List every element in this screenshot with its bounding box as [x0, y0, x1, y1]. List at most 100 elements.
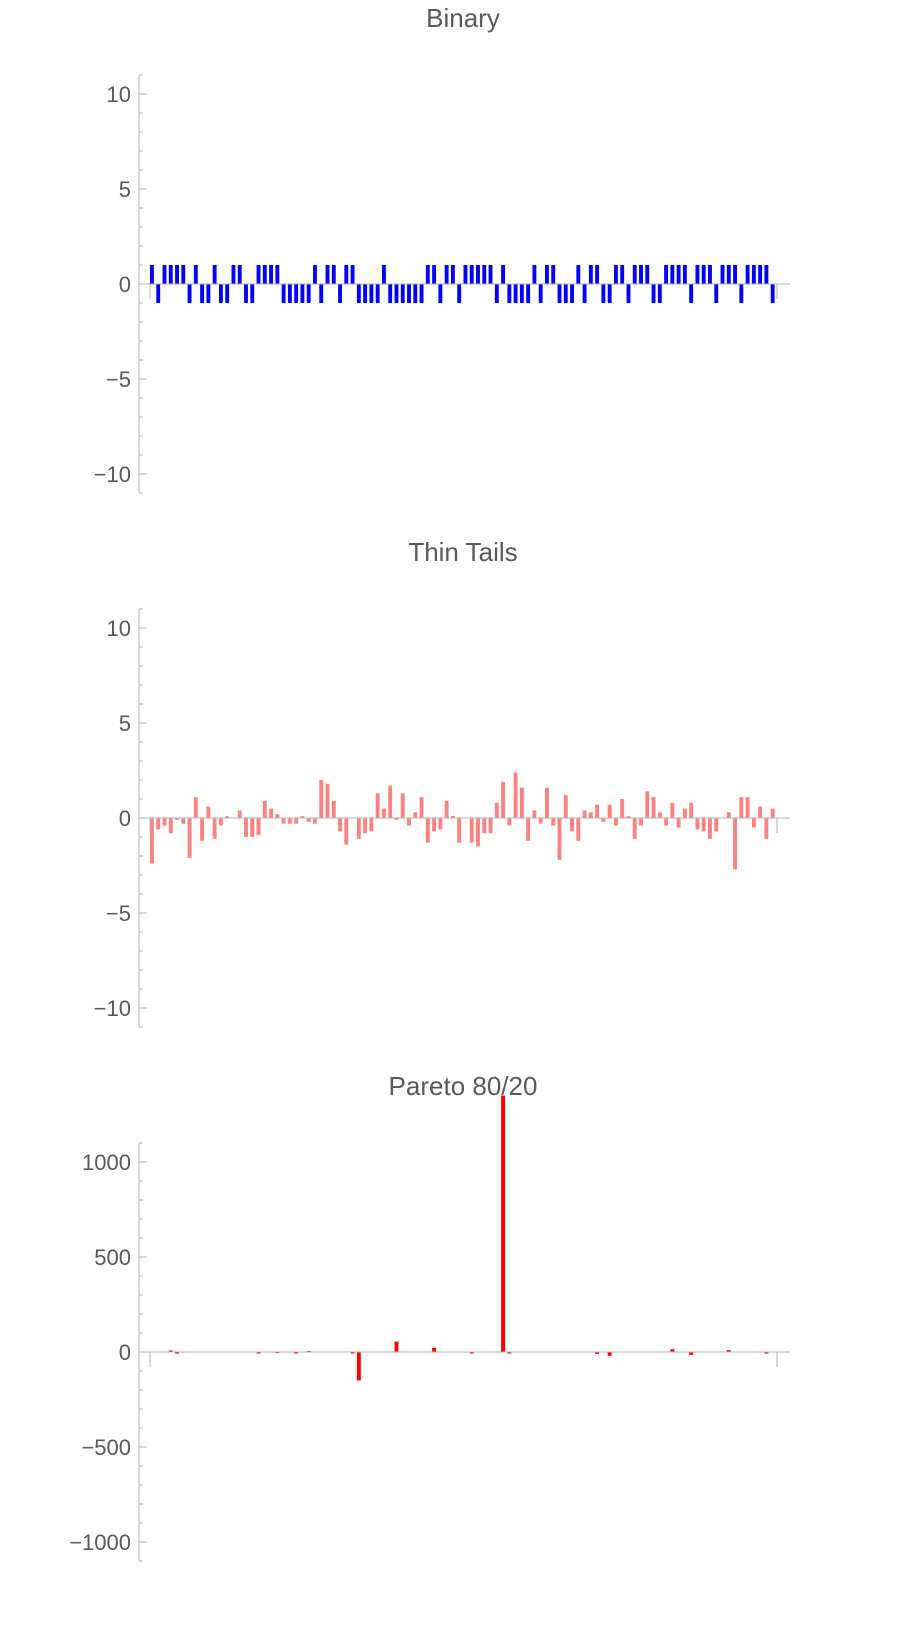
- bar: [156, 818, 161, 830]
- bar: [482, 265, 487, 284]
- bar: [758, 806, 763, 818]
- bar: [344, 818, 349, 845]
- bar: [457, 284, 462, 303]
- bar: [306, 818, 311, 822]
- bar: [356, 818, 361, 839]
- panel-binary: Binary −10 −5 0 5 10: [94, 3, 790, 494]
- bar: [294, 1352, 299, 1354]
- bar: [407, 284, 411, 303]
- panel-thin-tails: Thin Tails −10 −5 0 5 10: [94, 537, 790, 1028]
- bar: [758, 265, 763, 284]
- panel-pareto: Pareto 80/20 −1000 −500 0 500 1000: [69, 1071, 790, 1562]
- bar: [269, 808, 274, 818]
- bar: [275, 814, 280, 818]
- bar: [645, 791, 650, 818]
- bar: [444, 800, 449, 818]
- bar: [601, 818, 606, 822]
- bar: [576, 818, 581, 841]
- bar: [218, 818, 223, 826]
- bar: [682, 808, 687, 818]
- bar: [551, 265, 556, 284]
- bar: [651, 797, 656, 818]
- y-tick-label: −1000: [69, 1530, 131, 1555]
- bar: [551, 818, 556, 826]
- bar: [281, 818, 286, 824]
- bar: [507, 818, 512, 826]
- bar: [607, 1352, 612, 1356]
- bar: [325, 265, 330, 284]
- bar: [595, 804, 600, 818]
- bar: [300, 284, 305, 303]
- y-tick-label: −5: [106, 367, 131, 392]
- bar: [294, 818, 299, 824]
- bar: [413, 284, 418, 303]
- bar: [770, 284, 775, 303]
- bar: [444, 265, 449, 284]
- bar: [168, 818, 173, 834]
- bar: [657, 284, 662, 303]
- bar: [225, 284, 230, 303]
- bar: [764, 818, 769, 839]
- axes: −10 −5 0 5 10: [94, 74, 790, 494]
- bar: [375, 793, 380, 818]
- bar: [613, 265, 618, 284]
- bar: [262, 265, 267, 284]
- bar: [419, 797, 424, 818]
- bar: [356, 1352, 361, 1381]
- chart-title: Thin Tails: [408, 537, 517, 567]
- bar: [162, 265, 167, 284]
- bar: [432, 265, 437, 284]
- bar: [250, 284, 255, 303]
- bar: [325, 783, 330, 818]
- bar: [557, 818, 562, 860]
- bar: [419, 284, 424, 303]
- bar: [632, 818, 637, 839]
- y-tick-label: 5: [119, 177, 131, 202]
- bar: [175, 1352, 179, 1354]
- bar: [231, 265, 236, 284]
- y-tick-label: 0: [119, 272, 131, 297]
- y-tick-label: 0: [119, 806, 131, 831]
- bar-series: [150, 265, 775, 303]
- y-tick-label: 10: [107, 82, 131, 107]
- bar: [381, 808, 386, 818]
- bar: [256, 818, 261, 836]
- bar: [576, 265, 581, 284]
- y-tick-label: −10: [94, 996, 131, 1021]
- bar: [595, 265, 600, 284]
- axes: −1000 −500 0 500 1000: [69, 1142, 790, 1562]
- bar: [294, 284, 299, 303]
- bar: [588, 265, 593, 284]
- bar: [193, 797, 198, 818]
- bar: [313, 265, 317, 284]
- bar: [400, 284, 405, 303]
- bar: [545, 787, 549, 818]
- bar: [695, 265, 700, 284]
- bar: [269, 265, 274, 284]
- y-tick-label: −5: [106, 901, 131, 926]
- bar: [570, 284, 574, 303]
- bar: [425, 818, 430, 843]
- y-tick-label: −10: [94, 462, 131, 487]
- bar: [745, 797, 750, 818]
- bar: [375, 284, 380, 303]
- bar: [400, 793, 405, 818]
- bar: [200, 284, 205, 303]
- bar: [501, 781, 506, 818]
- bar: [394, 818, 399, 820]
- bar: [181, 818, 186, 824]
- bar: [394, 1341, 399, 1352]
- bar: [150, 818, 154, 864]
- bar: [494, 802, 499, 818]
- bar: [394, 284, 399, 303]
- bar: [494, 284, 499, 303]
- bar: [664, 265, 669, 284]
- bar: [237, 265, 242, 284]
- bar: [545, 265, 549, 284]
- bar: [275, 265, 280, 284]
- bar: [726, 265, 731, 284]
- y-tick-label: −500: [81, 1435, 131, 1460]
- bar: [670, 802, 675, 818]
- bar: [319, 284, 324, 303]
- bar: [413, 812, 418, 818]
